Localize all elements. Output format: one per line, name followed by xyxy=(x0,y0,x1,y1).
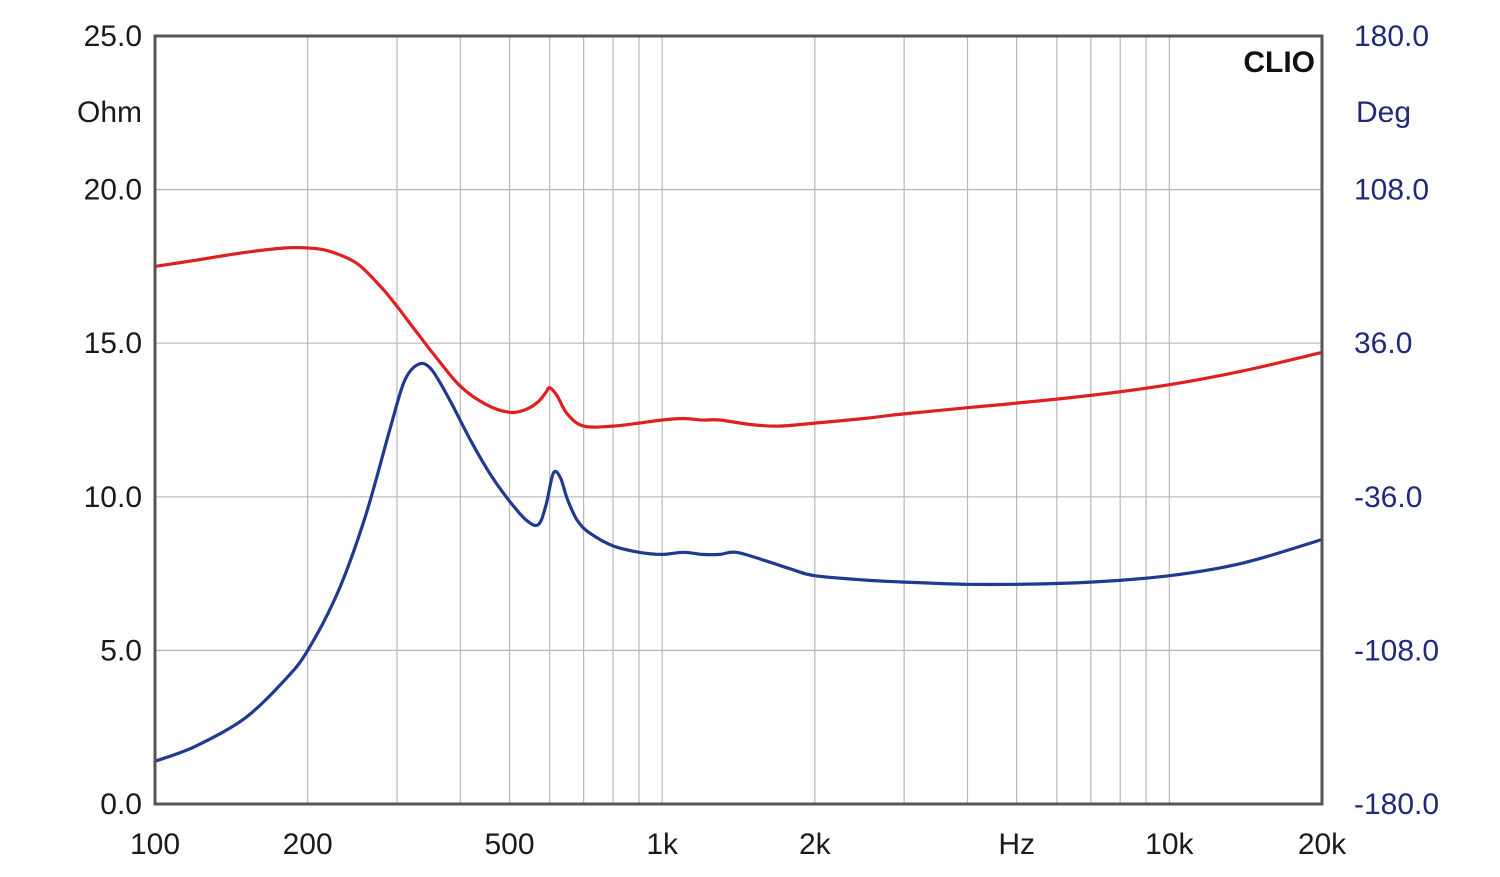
left-axis-tick-label: 0.0 xyxy=(100,788,142,821)
right-axis-tick-label: -180.0 xyxy=(1354,788,1439,821)
impedance-series-line xyxy=(153,245,1324,429)
grid xyxy=(155,36,1322,804)
x-axis-tick-label: 10k xyxy=(1145,828,1194,861)
left-axis-unit-label: Ohm xyxy=(77,96,142,129)
right-axis-unit-label: Deg xyxy=(1356,96,1411,129)
x-axis-tick-label: 20k xyxy=(1298,828,1347,861)
x-axis-tick-label: 2k xyxy=(799,828,832,861)
right-axis-tick-label: 108.0 xyxy=(1354,174,1429,207)
left-axis-tick-label: 25.0 xyxy=(84,20,142,53)
right-axis-tick-label: 36.0 xyxy=(1354,327,1412,360)
left-axis-tick-label: 15.0 xyxy=(84,327,142,360)
x-axis-tick-label: 1k xyxy=(646,828,679,861)
right-axis-tick-label: -108.0 xyxy=(1354,634,1439,667)
clio-brand-label: CLIO xyxy=(1243,46,1315,79)
x-axis-tick-label: 100 xyxy=(130,828,180,861)
left-axis-tick-label: 10.0 xyxy=(84,481,142,514)
right-axis-tick-label: -36.0 xyxy=(1354,481,1422,514)
x-axis-tick-label: 200 xyxy=(283,828,333,861)
x-axis-tick-label: 500 xyxy=(484,828,534,861)
right-axis-tick-label: 180.0 xyxy=(1354,20,1429,53)
plot-frame xyxy=(153,34,1324,806)
phase-series-line xyxy=(153,361,1324,763)
series-layer xyxy=(153,245,1324,763)
x-axis-tick-label: Hz xyxy=(998,828,1035,861)
left-axis-tick-label: 20.0 xyxy=(84,174,142,207)
left-axis-tick-label: 5.0 xyxy=(100,634,142,667)
tick-labels: 0.0 5.0 10.0 15.0 20.0 25.0 -180.0 -108.0 -36.0 3… xyxy=(84,20,1439,861)
